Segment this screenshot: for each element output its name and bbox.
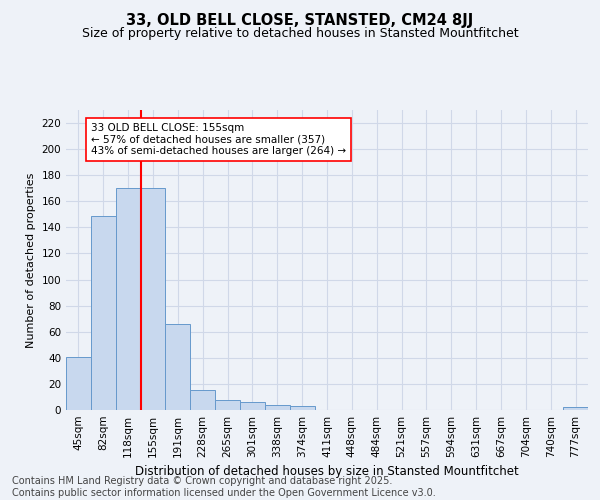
- Bar: [265, 405, 290, 410]
- Text: Size of property relative to detached houses in Stansted Mountfitchet: Size of property relative to detached ho…: [82, 28, 518, 40]
- Text: 33 OLD BELL CLOSE: 155sqm
← 57% of detached houses are smaller (357)
43% of semi: 33 OLD BELL CLOSE: 155sqm ← 57% of detac…: [91, 123, 346, 156]
- Bar: [290, 406, 314, 410]
- Bar: [190, 390, 215, 410]
- Bar: [563, 408, 588, 410]
- Y-axis label: Number of detached properties: Number of detached properties: [26, 172, 36, 348]
- Bar: [116, 188, 140, 410]
- Bar: [66, 356, 91, 410]
- Bar: [166, 324, 190, 410]
- Bar: [240, 402, 265, 410]
- Bar: [91, 216, 116, 410]
- Bar: [215, 400, 240, 410]
- Text: Contains HM Land Registry data © Crown copyright and database right 2025.
Contai: Contains HM Land Registry data © Crown c…: [12, 476, 436, 498]
- Bar: [140, 188, 166, 410]
- X-axis label: Distribution of detached houses by size in Stansted Mountfitchet: Distribution of detached houses by size …: [135, 466, 519, 478]
- Text: 33, OLD BELL CLOSE, STANSTED, CM24 8JJ: 33, OLD BELL CLOSE, STANSTED, CM24 8JJ: [127, 12, 473, 28]
